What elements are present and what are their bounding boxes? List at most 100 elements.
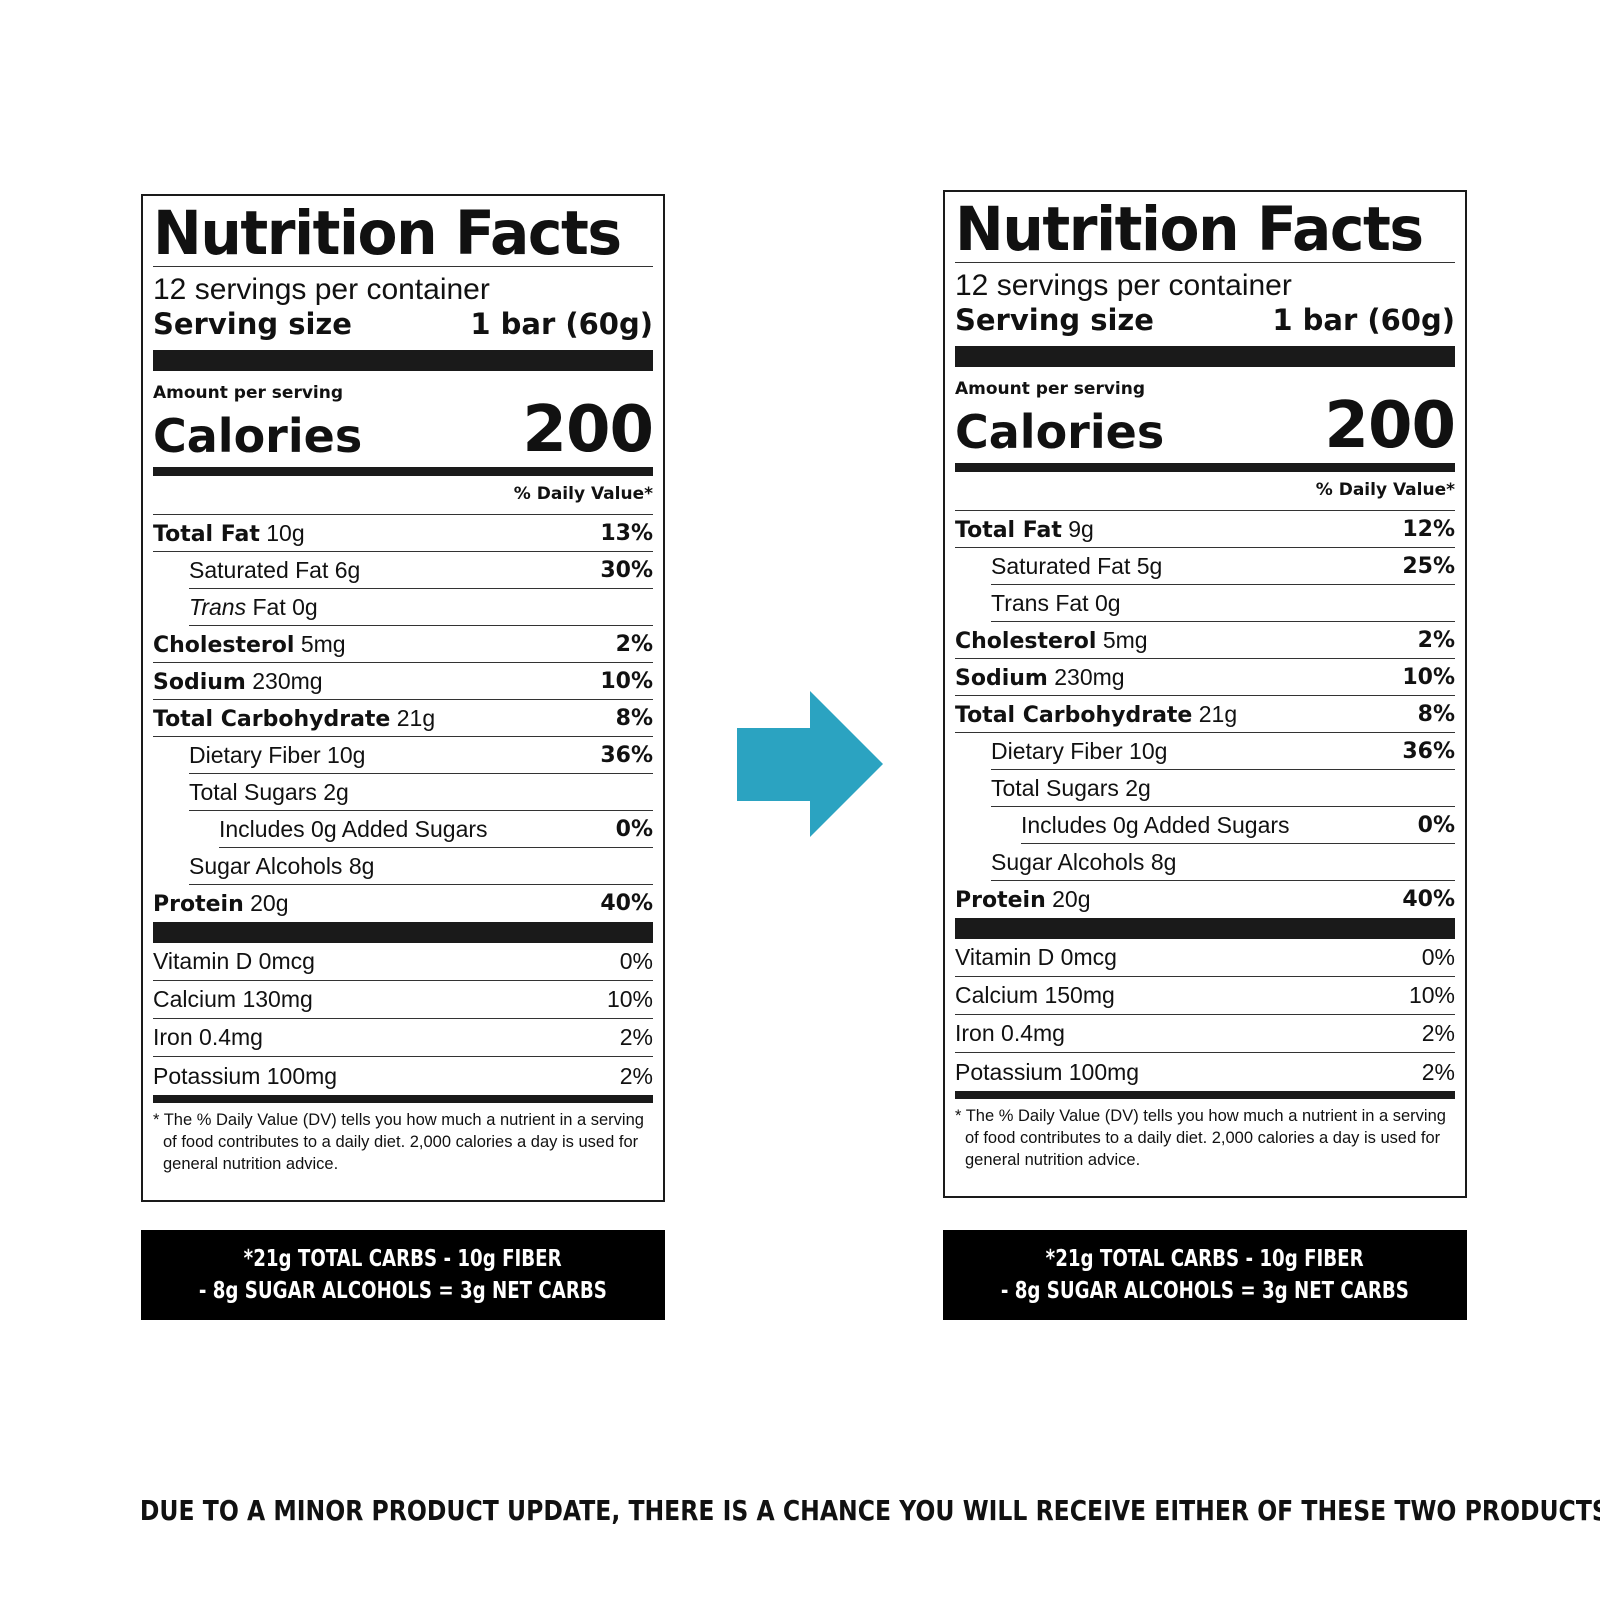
thick-rule [955, 918, 1455, 939]
nutrient-name: Total Fat [153, 521, 260, 547]
nutrient-row-saturated-fat: Saturated Fat 5g 25% [991, 548, 1455, 585]
nutrient-pct: 36% [600, 742, 653, 768]
vitamin-pct: 0% [1421, 944, 1455, 970]
product-update-notice-text: DUE TO A MINOR PRODUCT UPDATE, THERE IS … [139, 1494, 1600, 1527]
nutrient-name: Saturated Fat [991, 552, 1131, 579]
serving-size-value: 1 bar (60g) [1272, 303, 1455, 337]
nutrient-name: Dietary Fiber [189, 741, 321, 768]
nutrient-amount: Fat 0g [252, 593, 318, 620]
nutrient-name: Trans [189, 593, 247, 620]
nutrient-row-sugar-alcohols: Sugar Alcohols 8g [189, 848, 653, 885]
nutrient-amount: 5mg [1102, 626, 1148, 653]
vitamin-name: Vitamin D 0mcg [153, 948, 315, 974]
nutrient-row-total-sugars: Total Sugars 2g [189, 774, 653, 811]
nutrient-name: Total Fat [955, 517, 1062, 543]
vitamin-row: Calcium 150mg 10% [955, 977, 1455, 1015]
nutrient-row-protein: Protein 20g 40% [153, 885, 653, 922]
nutrient-amount: 9g [1068, 515, 1094, 542]
nutrient-pct: 2% [615, 631, 653, 657]
vitamin-name: Calcium 130mg [153, 986, 313, 1012]
nutrient-name: Sodium [955, 665, 1048, 691]
nutrient-amount: 230mg [252, 667, 323, 694]
nutrient-pct: 10% [600, 668, 653, 694]
servings-per-container: 12 servings per container [153, 273, 490, 306]
right-arrow-icon [737, 691, 883, 837]
vitamin-pct: 10% [1408, 982, 1455, 1008]
calories-label: Calories [955, 405, 1165, 459]
nutrient-name: Includes 0g Added Sugars [1021, 811, 1290, 838]
vitamin-row: Calcium 130mg 10% [153, 981, 653, 1019]
medium-rule [153, 1095, 653, 1103]
vitamin-pct: 2% [1421, 1058, 1455, 1085]
nutrient-amount: 8g [348, 852, 375, 879]
nutrient-amount: 10g [1129, 737, 1168, 764]
serving-size-row: Serving size 1 bar (60g) [955, 303, 1455, 337]
net-carbs-box-new: *21g TOTAL CARBS - 10g FIBER - 8g SUGAR … [943, 1230, 1467, 1320]
nutrient-name: Total Carbohydrate [955, 702, 1193, 728]
nutrient-amount: 2g [1125, 774, 1151, 801]
footnote: * The % Daily Value (DV) tells you how m… [153, 1111, 644, 1173]
nutrient-row-sodium: Sodium 230mg 10% [955, 659, 1455, 696]
calories-value: 200 [1324, 389, 1456, 463]
nutrient-pct: 30% [600, 557, 653, 583]
nutrient-row-total-carbohydrate: Total Carbohydrate 21g 8% [955, 696, 1455, 733]
nutrient-name: Trans [991, 589, 1049, 616]
nutrient-name: Sugar Alcohols [991, 848, 1145, 875]
nutrient-name: Total Sugars [189, 778, 317, 805]
serving-size-label: Serving size [153, 307, 352, 341]
calories-label: Calories [153, 409, 363, 463]
nutrient-amount: 20g [1052, 886, 1091, 912]
nutrient-pct: 0% [615, 816, 653, 842]
nutrient-row-total-fat: Total Fat 9g 12% [955, 511, 1455, 548]
nutrient-amount: 21g [396, 704, 436, 731]
thick-rule [153, 922, 653, 943]
serving-size-value: 1 bar (60g) [470, 307, 653, 341]
nutrient-row-dietary-fiber: Dietary Fiber 10g 36% [991, 733, 1455, 770]
vitamin-row: Iron 0.4mg 2% [153, 1019, 653, 1057]
nutrient-amount: 21g [1198, 700, 1238, 727]
net-carbs-line-1: *21g TOTAL CARBS - 10g FIBER [1046, 1246, 1364, 1272]
nutrient-name: Protein [153, 892, 244, 917]
nutrient-name: Sugar Alcohols [189, 852, 343, 879]
nutrient-amount: Fat 0g [1055, 589, 1121, 616]
divider [955, 262, 1455, 263]
nutrient-row-sodium: Sodium 230mg 10% [153, 663, 653, 700]
serving-size-label: Serving size [955, 303, 1154, 337]
nutrient-row-protein: Protein 20g 40% [955, 881, 1455, 918]
nutrition-label-old: Nutrition Facts 12 servings per containe… [141, 194, 665, 1202]
divider [153, 266, 653, 267]
nutrient-row-trans-fat: Trans Fat 0g [189, 589, 653, 626]
vitamin-pct: 2% [619, 1062, 653, 1089]
nutrient-pct: 8% [1417, 701, 1455, 727]
nutrient-pct: 40% [1402, 887, 1455, 912]
vitamin-pct: 10% [606, 986, 653, 1012]
vitamin-name: Iron 0.4mg [153, 1024, 263, 1050]
vitamin-row: Iron 0.4mg 2% [955, 1015, 1455, 1053]
calories-row: Calories 200 [955, 389, 1456, 463]
nutrient-name: Dietary Fiber [991, 737, 1123, 764]
nutrient-amount: 6g [334, 556, 361, 583]
nutrient-amount: 10g [266, 519, 305, 546]
vitamin-name: Potassium 100mg [955, 1058, 1140, 1085]
nutrient-pct: 10% [1402, 664, 1455, 690]
label-title: Nutrition Facts [955, 194, 1424, 265]
nutrient-pct: 13% [600, 520, 653, 546]
footnote: * The % Daily Value (DV) tells you how m… [955, 1107, 1446, 1169]
nutrition-label-new: Nutrition Facts 12 servings per containe… [943, 190, 1467, 1198]
nutrient-row-trans-fat: Trans Fat 0g [991, 585, 1455, 622]
net-carbs-line-2: - 8g SUGAR ALCOHOLS = 3g NET CARBS [198, 1278, 608, 1304]
nutrient-amount: 5mg [300, 630, 346, 657]
nutrient-name: Saturated Fat [189, 556, 329, 583]
nutrient-row-saturated-fat: Saturated Fat 6g 30% [189, 552, 653, 589]
nutrient-pct: 12% [1402, 516, 1455, 542]
product-update-notice: DUE TO A MINOR PRODUCT UPDATE, THERE IS … [0, 1494, 1600, 1527]
nutrient-name: Sodium [153, 669, 246, 695]
nutrient-name: Total Sugars [991, 774, 1119, 801]
nutrient-pct: 2% [1417, 627, 1455, 653]
amount-per-serving: Amount per serving [955, 379, 1146, 399]
vitamin-pct: 0% [619, 948, 653, 974]
servings-per-container: 12 servings per container [955, 269, 1292, 302]
nutrient-row-added-sugars: Includes 0g Added Sugars 0% [1021, 807, 1455, 844]
nutrient-amount: 10g [327, 741, 366, 768]
nutrient-row-sugar-alcohols: Sugar Alcohols 8g [991, 844, 1455, 881]
